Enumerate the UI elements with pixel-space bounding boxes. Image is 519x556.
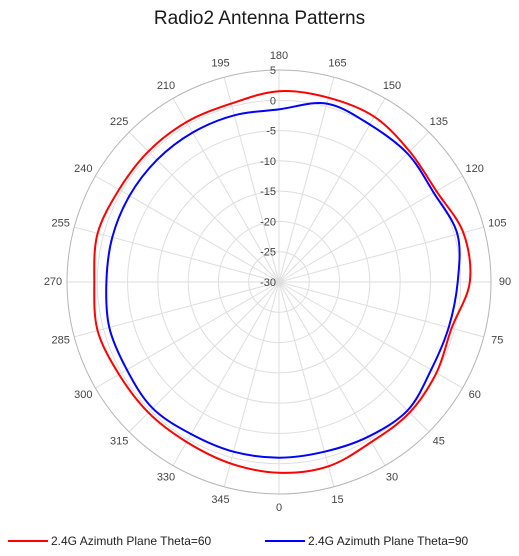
radial-ring	[217, 220, 341, 344]
radial-ring	[96, 99, 462, 465]
radial-ring	[248, 251, 310, 313]
angle-tick-label: 195	[211, 58, 229, 70]
angle-tick-label: 285	[52, 334, 70, 346]
angle-tick-label: 45	[433, 436, 445, 448]
radial-tick-label: 5	[270, 65, 276, 77]
radial-ring	[187, 190, 371, 374]
angle-tick-label: 315	[110, 436, 128, 448]
legend-label: 2.4G Azimuth Plane Theta=90	[308, 534, 469, 548]
series-line-2	[105, 102, 461, 459]
angle-spoke	[172, 98, 280, 283]
angle-tick-label: 270	[44, 276, 62, 288]
angle-tick-label: 255	[52, 217, 70, 229]
radial-tick-labels: 5 0 -5 -10 -15 -20 -25 -30	[260, 65, 276, 289]
angle-tick-label: 165	[328, 58, 346, 70]
angle-tick-label: 15	[331, 494, 343, 506]
angle-spoke	[128, 281, 280, 433]
angle-tick-label: 30	[386, 472, 398, 484]
angle-tick-label: 150	[383, 80, 401, 92]
radial-grid	[66, 69, 492, 495]
legend: 2.4G Azimuth Plane Theta=60 2.4G Azimuth …	[0, 531, 519, 551]
angle-tick-label: 225	[110, 116, 128, 128]
angle-tick-label: 120	[466, 163, 484, 175]
radial-ring	[127, 130, 431, 434]
angle-spoke	[278, 281, 463, 389]
radial-tick-label: -5	[266, 126, 276, 138]
radial-ring	[157, 160, 401, 404]
radial-tick-label: -25	[260, 247, 276, 259]
series-layer	[93, 90, 472, 474]
angle-grid	[67, 70, 491, 494]
angle-tick-label: 240	[74, 163, 92, 175]
radial-tick-label: 0	[270, 95, 276, 107]
angle-tick-label: 105	[488, 217, 506, 229]
radial-tick-label: -20	[260, 216, 276, 228]
angle-tick-label: 75	[491, 334, 503, 346]
angle-spoke	[74, 281, 280, 338]
angle-tick-label: 210	[157, 80, 175, 92]
angle-tick-label: 345	[211, 494, 229, 506]
radial-ring	[66, 69, 492, 495]
angle-spoke	[172, 281, 280, 466]
radial-tick-label: -15	[260, 186, 276, 198]
angle-spoke	[95, 175, 280, 283]
angle-spoke	[95, 281, 280, 389]
angle-spoke	[278, 98, 386, 283]
chart-title: Radio2 Antenna Patterns	[153, 8, 366, 29]
angle-tick-label: 0	[276, 502, 282, 514]
angle-tick-label: 300	[74, 389, 92, 401]
angle-spoke	[278, 281, 430, 433]
angle-tick-label: 90	[499, 276, 511, 288]
angle-tick-label: 60	[469, 389, 481, 401]
angle-tick-label: 135	[430, 116, 448, 128]
radial-tick-label: -10	[260, 156, 276, 168]
angle-spoke	[223, 77, 280, 283]
angle-spoke	[278, 77, 335, 283]
legend-entry: 2.4G Azimuth Plane Theta=60	[8, 531, 211, 551]
angle-spoke	[74, 226, 280, 283]
legend-swatch	[265, 540, 305, 542]
angle-tick-label: 180	[270, 50, 288, 62]
polar-chart: 0 15 30 45 60 75 90 105 120 135 150 165 180 195 210 225…	[44, 50, 511, 514]
radial-tick-label: -30	[260, 277, 276, 289]
angle-spoke	[278, 175, 463, 283]
legend-entry: 2.4G Azimuth Plane Theta=90	[265, 531, 468, 551]
angle-spoke	[128, 131, 280, 283]
angle-spoke	[278, 281, 386, 466]
legend-swatch	[8, 540, 48, 542]
series-line-1	[93, 90, 472, 474]
angle-spoke	[278, 226, 484, 283]
angle-spoke	[278, 131, 430, 283]
angle-tick-label: 330	[157, 472, 175, 484]
legend-label: 2.4G Azimuth Plane Theta=60	[51, 534, 212, 548]
angle-tick-labels: 0 15 30 45 60 75 90 105 120 135 150 165 180 195 210 225…	[44, 50, 511, 514]
